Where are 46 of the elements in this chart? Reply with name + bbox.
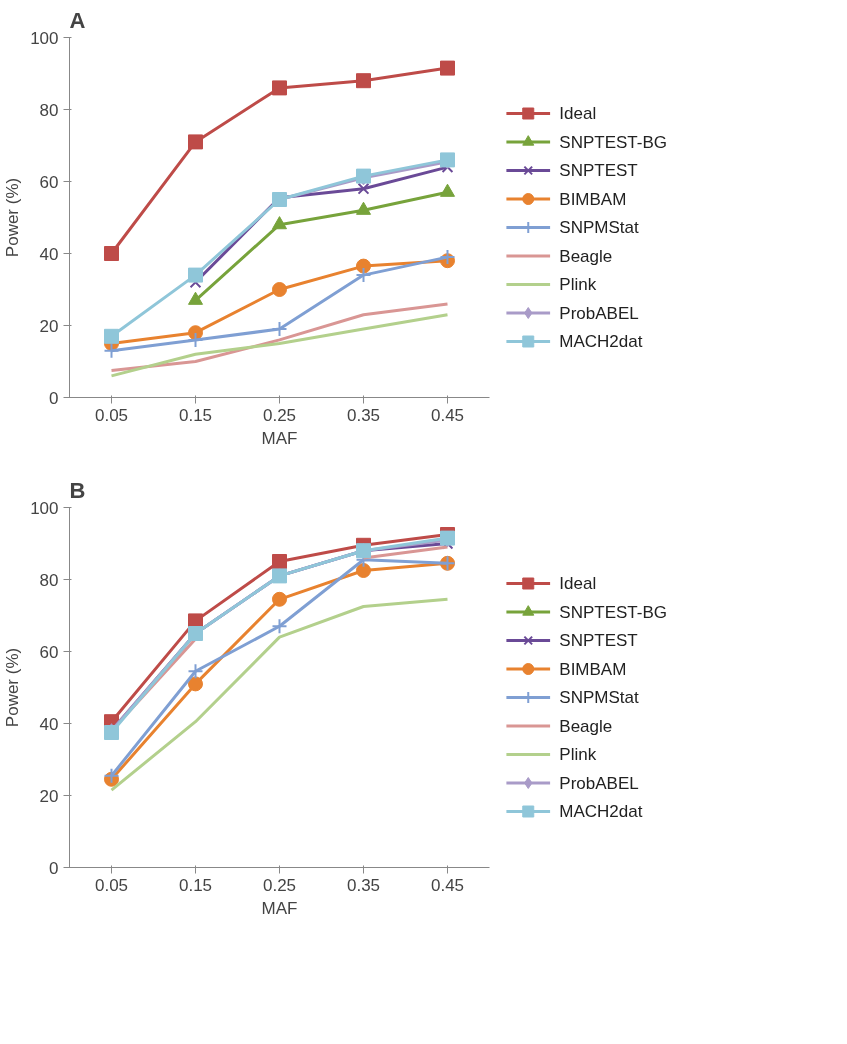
y-tick-label: 100 xyxy=(30,28,59,48)
y-tick-label: 20 xyxy=(39,786,59,806)
legend-label: ProbABEL xyxy=(559,303,639,323)
x-tick-label: 0.05 xyxy=(94,405,129,425)
y-tick-label: 100 xyxy=(30,498,59,518)
x-tick-label: 0.25 xyxy=(262,405,297,425)
legend-label: SNPMStat xyxy=(559,218,639,237)
legend-label: MACH2dat xyxy=(559,332,643,351)
x-axis-title: MAF xyxy=(261,428,298,448)
x-tick-label: 0.15 xyxy=(178,875,213,895)
legend-label: SNPTEST-BG xyxy=(559,602,667,622)
y-tick-label: 60 xyxy=(39,172,59,192)
legend-label: Ideal xyxy=(559,104,597,123)
y-tick-label: 80 xyxy=(39,570,59,590)
chart-title: A xyxy=(69,7,86,33)
legend-label: BIMBAM xyxy=(559,659,627,679)
x-tick-label: 0.45 xyxy=(430,875,465,895)
x-axis-title: MAF xyxy=(261,898,298,918)
y-tick-label: 20 xyxy=(39,316,59,336)
y-tick-label: 40 xyxy=(39,714,59,734)
y-tick-label: 40 xyxy=(39,244,59,264)
legend-label: SNPMStat xyxy=(559,688,639,707)
x-tick-label: 0.15 xyxy=(178,405,213,425)
legend-label: Beagle xyxy=(559,246,613,266)
x-tick-label: 0.35 xyxy=(346,875,381,895)
x-tick-label: 0.35 xyxy=(346,405,381,425)
legend-label: Plink xyxy=(559,275,597,294)
y-tick-label: 0 xyxy=(49,388,59,408)
y-axis-title: Power (%) xyxy=(3,177,23,258)
y-tick-label: 80 xyxy=(39,100,59,120)
x-tick-label: 0.45 xyxy=(430,405,465,425)
legend-label: SNPTEST xyxy=(559,161,638,180)
legend-label: Ideal xyxy=(559,574,597,593)
y-axis-title: Power (%) xyxy=(3,647,23,728)
legend-label: MACH2dat xyxy=(559,802,643,821)
legend-label: BIMBAM xyxy=(559,189,627,209)
x-tick-label: 0.05 xyxy=(94,875,129,895)
y-tick-label: 60 xyxy=(39,642,59,662)
chart-title: B xyxy=(69,477,86,503)
legend-label: SNPTEST xyxy=(559,631,638,650)
x-tick-label: 0.25 xyxy=(262,875,297,895)
y-tick-label: 0 xyxy=(49,858,59,878)
legend-label: Beagle xyxy=(559,716,613,736)
legend-label: Plink xyxy=(559,745,597,764)
legend-label: SNPTEST-BG xyxy=(559,132,667,152)
legend-label: ProbABEL xyxy=(559,773,639,793)
